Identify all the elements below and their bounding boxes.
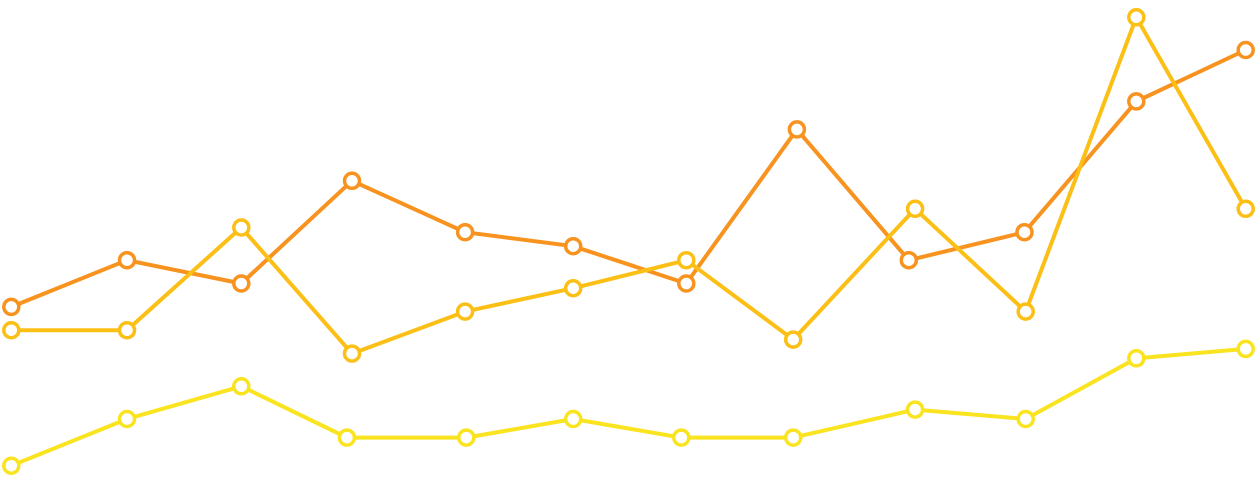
- series-orange-line: [9, 48, 1248, 309]
- series-amber-point: [1016, 302, 1035, 321]
- series-orange-point: [2, 297, 21, 317]
- series-yellow-point: [672, 428, 691, 447]
- series-yellow-point: [337, 428, 357, 447]
- series-orange-point: [563, 236, 583, 256]
- series-amber-point: [677, 250, 696, 270]
- series-amber-point: [1236, 199, 1255, 219]
- series-yellow-point: [905, 400, 925, 419]
- series-yellow-point: [1236, 339, 1255, 359]
- series-yellow-point: [232, 377, 251, 396]
- series-amber-point: [783, 330, 803, 349]
- series-orange-point: [899, 250, 919, 270]
- series-amber-point: [1127, 8, 1146, 27]
- series-yellow-point: [783, 428, 803, 447]
- series-amber-point: [2, 320, 21, 340]
- series-lines: [9, 15, 1248, 468]
- series-yellow-line: [9, 346, 1248, 468]
- series-orange-point: [117, 250, 137, 270]
- series-orange-point: [342, 171, 362, 191]
- series-orange-point: [787, 120, 807, 139]
- series-amber-point: [455, 302, 475, 321]
- series-yellow-point: [2, 456, 21, 475]
- series-yellow-point: [1127, 349, 1146, 368]
- series-orange-point: [1127, 92, 1146, 111]
- series-amber-point: [563, 278, 583, 298]
- series-orange-point: [1236, 40, 1255, 60]
- series-yellow-point: [117, 409, 137, 429]
- series-amber-line: [9, 15, 1248, 356]
- series-amber-point: [905, 199, 925, 219]
- series-amber-point: [342, 344, 362, 363]
- series-markers: [2, 8, 1255, 475]
- series-orange-point: [232, 274, 251, 293]
- series-amber-point: [232, 218, 251, 237]
- series-orange-point: [1015, 222, 1034, 242]
- series-amber-point: [117, 320, 137, 340]
- series-yellow-point: [1016, 409, 1035, 429]
- series-orange-point: [677, 274, 696, 293]
- series-orange-point: [455, 222, 475, 242]
- series-yellow-point: [563, 409, 583, 429]
- series-yellow-point: [457, 428, 476, 447]
